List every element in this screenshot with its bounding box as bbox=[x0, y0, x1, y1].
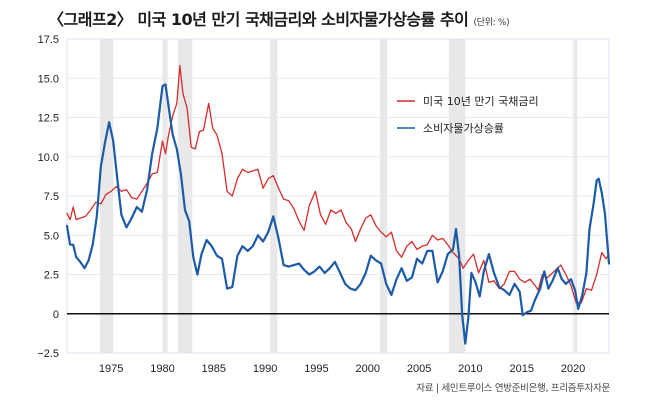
chart-title-main: 〈그래프2〉 미국 10년 만기 국채금리와 소비자물가상승률 추이 bbox=[48, 10, 469, 29]
chart-title: 〈그래프2〉 미국 10년 만기 국채금리와 소비자물가상승률 추이 (단위: … bbox=[48, 6, 510, 30]
y-tick-label: 10.0 bbox=[38, 152, 59, 164]
x-tick-label: 2020 bbox=[561, 363, 585, 375]
y-tick-label: −2.5 bbox=[37, 348, 59, 360]
series-lines bbox=[65, 65, 611, 345]
legend-label-treasury: 미국 10년 만기 국채금리 bbox=[423, 95, 539, 108]
legend-label-cpi: 소비자물가상승률 bbox=[423, 122, 504, 135]
x-tick-label: 1995 bbox=[304, 363, 328, 375]
y-axis-ticks: 17.5 15.0 12.5 10.0 7.5 5.0 2.5 0 −2.5 bbox=[37, 34, 59, 360]
gridlines bbox=[67, 38, 609, 354]
x-axis-ticks: 1975 1980 1985 1990 1995 2000 2005 2010 2015 2020 bbox=[99, 363, 585, 375]
x-tick-label: 1980 bbox=[150, 363, 174, 375]
y-tick-label: 15.0 bbox=[38, 73, 59, 85]
y-tick-label: 2.5 bbox=[44, 270, 59, 282]
x-tick-label: 2015 bbox=[510, 363, 534, 375]
legend: 미국 10년 만기 국채금리 소비자물가상승률 bbox=[397, 95, 539, 135]
source-note: 자료 | 세인트루이스 연방준비은행, 프리즘투자자문 bbox=[416, 383, 610, 394]
x-tick-label: 1985 bbox=[202, 363, 226, 375]
series-line-cpi bbox=[65, 83, 611, 345]
y-tick-label: 17.5 bbox=[38, 34, 59, 46]
y-tick-label: 0 bbox=[53, 309, 59, 321]
chart-unit: (단위: %) bbox=[473, 18, 510, 28]
x-tick-label: 1990 bbox=[253, 363, 277, 375]
y-tick-label: 12.5 bbox=[38, 113, 59, 125]
x-tick-label: 2000 bbox=[356, 363, 380, 375]
y-tick-label: 7.5 bbox=[44, 191, 59, 203]
x-tick-label: 2010 bbox=[458, 363, 482, 375]
series-line-treasury bbox=[66, 65, 610, 304]
y-tick-label: 5.0 bbox=[44, 230, 59, 242]
x-tick-label: 1975 bbox=[99, 363, 123, 375]
x-tick-label: 2005 bbox=[407, 363, 431, 375]
plot-frame bbox=[66, 38, 610, 354]
